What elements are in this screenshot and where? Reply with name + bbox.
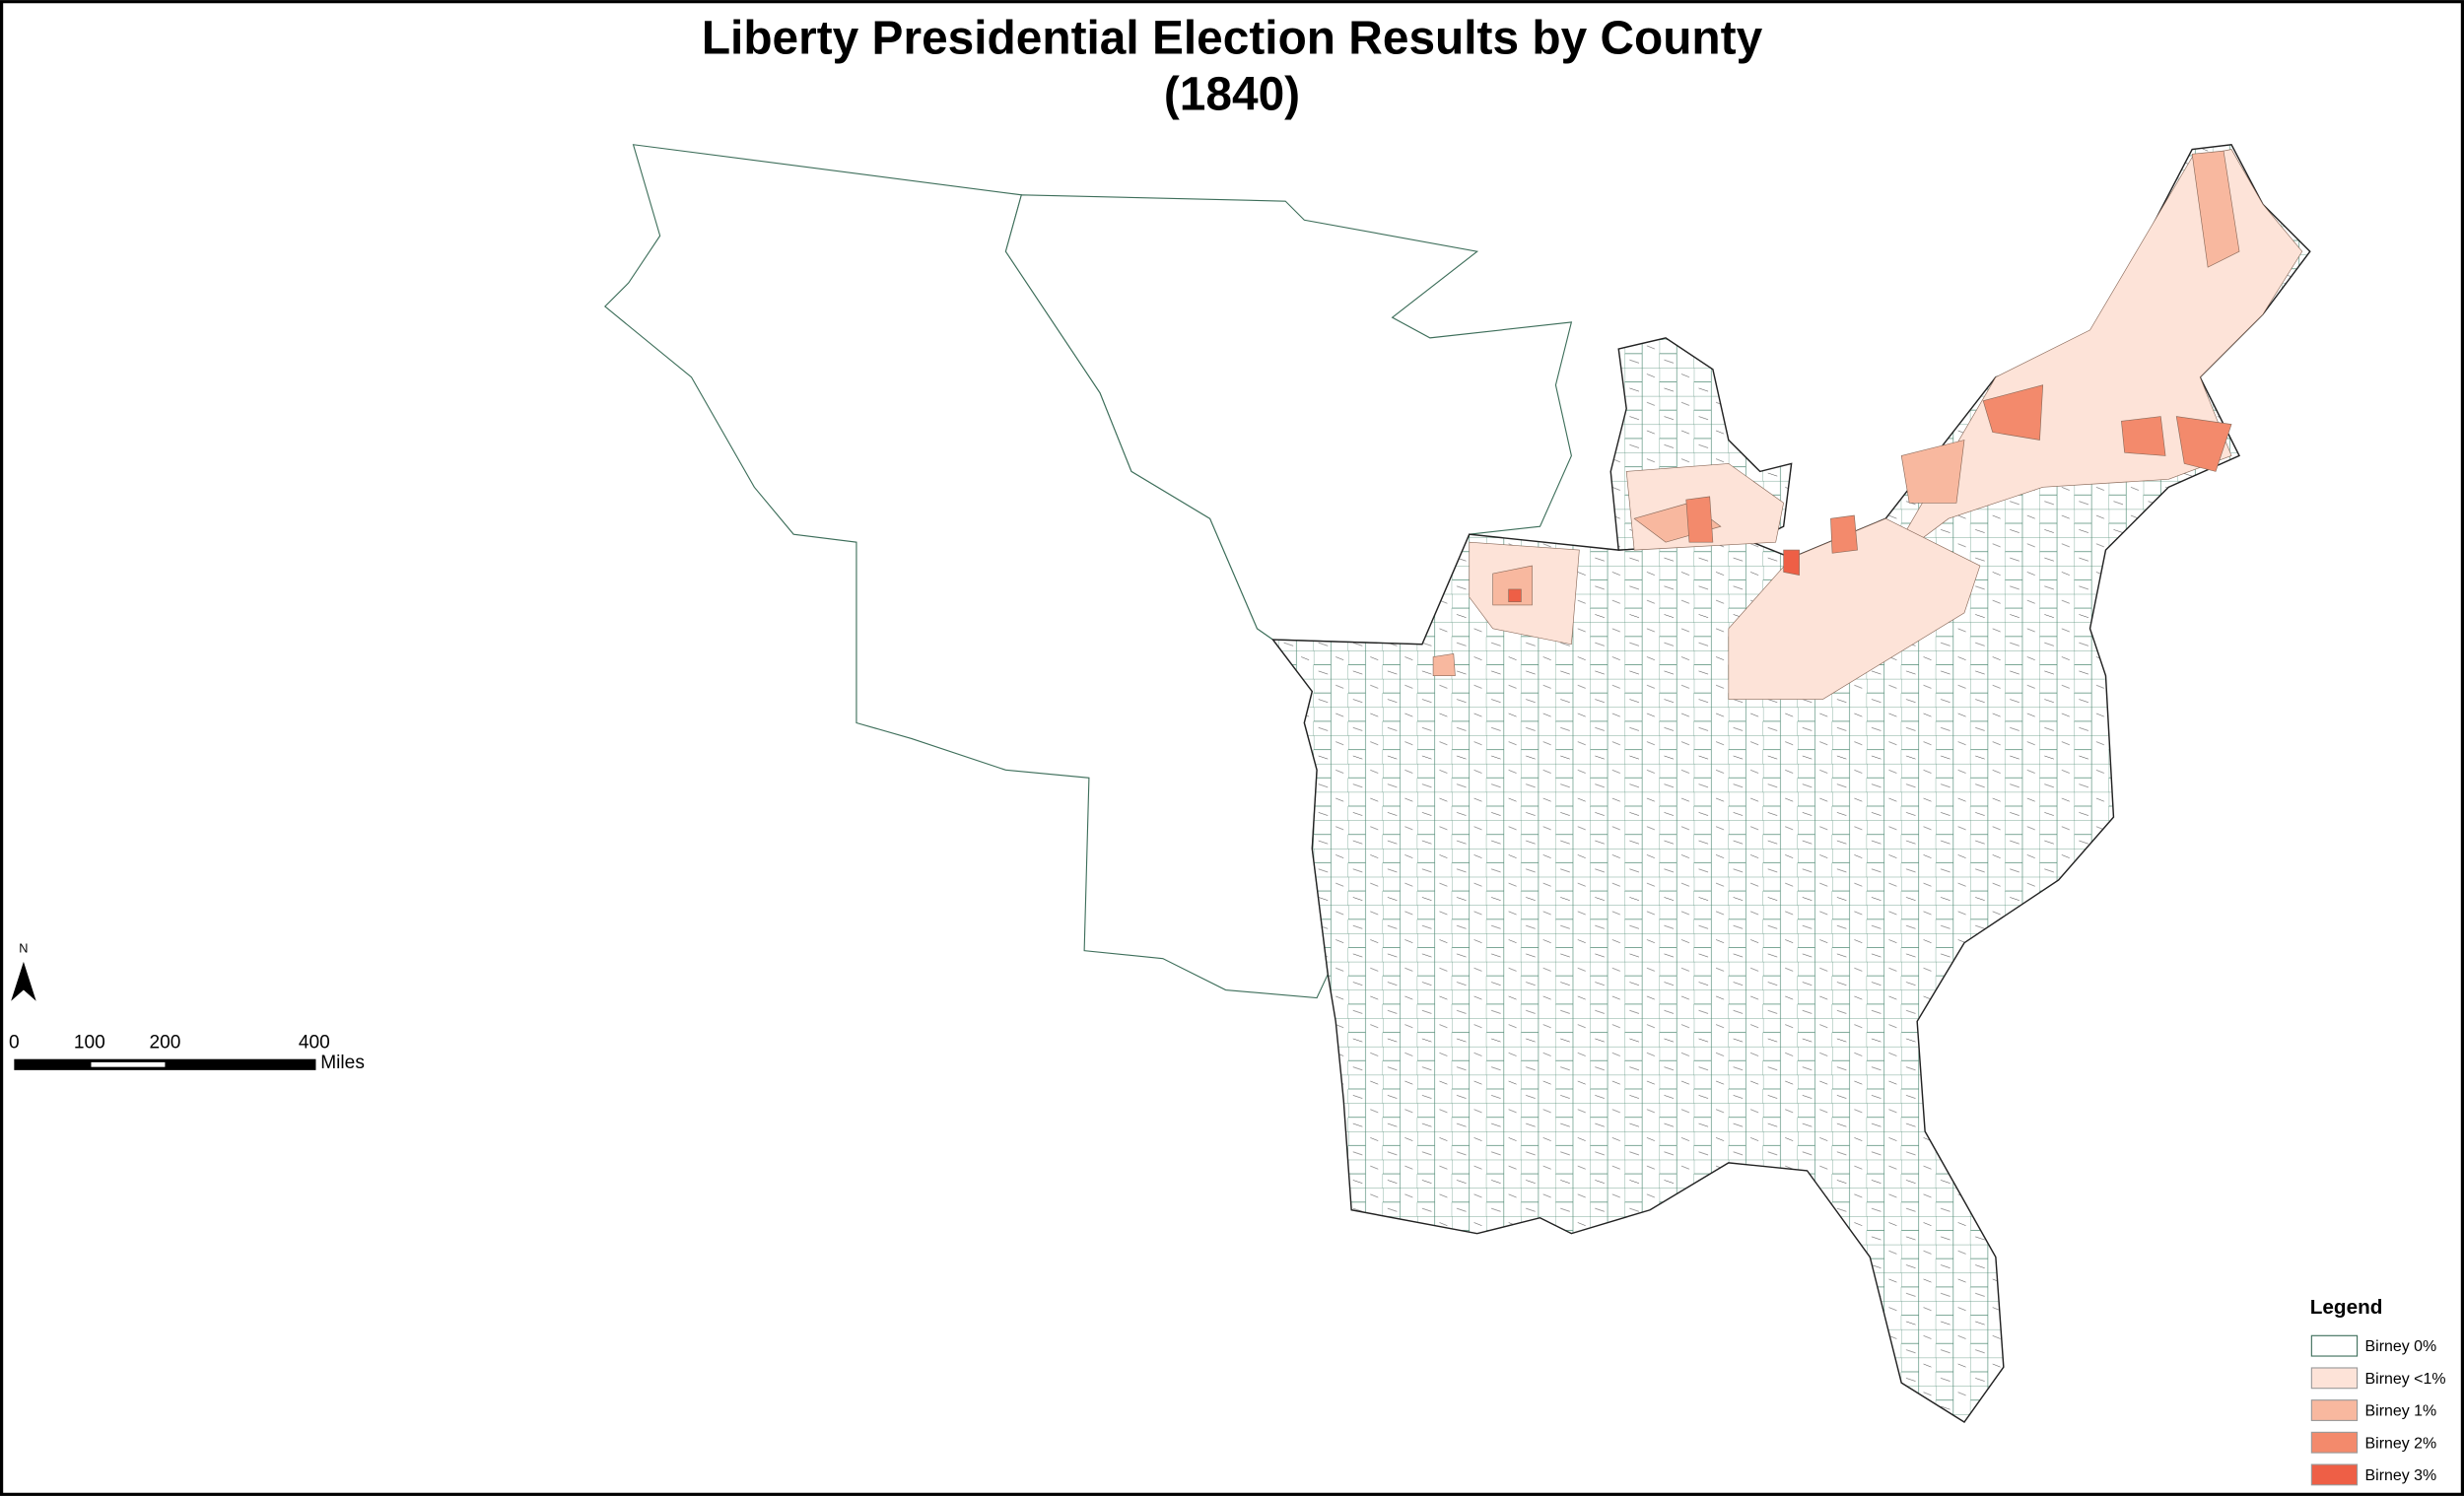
county-area (2175, 416, 2232, 472)
county-area (1432, 652, 1456, 676)
legend-label: Birney 3% (2365, 1467, 2437, 1484)
county-area (1783, 549, 1800, 577)
legend-swatch (2310, 1334, 2359, 1357)
county-area (1492, 565, 1533, 606)
wisconsin-territory (1004, 194, 1573, 646)
scale-tick-label: 200 (149, 1033, 180, 1054)
legend: Legend Birney 0% Birney <1% Birney 1% Birne… (2310, 1296, 2446, 1486)
county-area (1900, 440, 1965, 504)
legend-label: Birney 2% (2365, 1435, 2437, 1452)
scale-segment (91, 1061, 166, 1067)
county-shading (1432, 149, 2303, 700)
county-area (1508, 588, 1522, 603)
legend-swatch (2310, 1431, 2359, 1454)
scale-tick-label: 400 (299, 1033, 330, 1054)
county-area (1830, 514, 1858, 554)
north-arrow: N (11, 940, 36, 1001)
map-title: Liberty Presidential Election Results by… (702, 12, 1763, 64)
map-subtitle: (1840) (1164, 69, 1300, 121)
legend-label: Birney <1% (2365, 1371, 2446, 1388)
north-label: N (19, 940, 28, 955)
legend-label: Birney 1% (2365, 1403, 2437, 1420)
scale-tick-label: 100 (74, 1033, 105, 1054)
legend-title: Legend (2310, 1296, 2383, 1319)
scale-unit: Miles (320, 1053, 365, 1073)
legend-label: Birney 0% (2365, 1338, 2437, 1355)
scale-tick-label: 0 (9, 1033, 20, 1054)
legend-swatch (2310, 1463, 2359, 1486)
legend-swatch (2310, 1367, 2359, 1390)
legend-swatch (2310, 1399, 2359, 1421)
scale-bar: 0 100 200 400 Miles (9, 1033, 365, 1074)
county-area (1685, 496, 1714, 543)
county-area (2191, 150, 2240, 268)
arrow-icon (11, 961, 36, 1001)
county-area (2121, 416, 2166, 456)
map (604, 143, 2311, 1423)
county-area (1982, 384, 2044, 441)
